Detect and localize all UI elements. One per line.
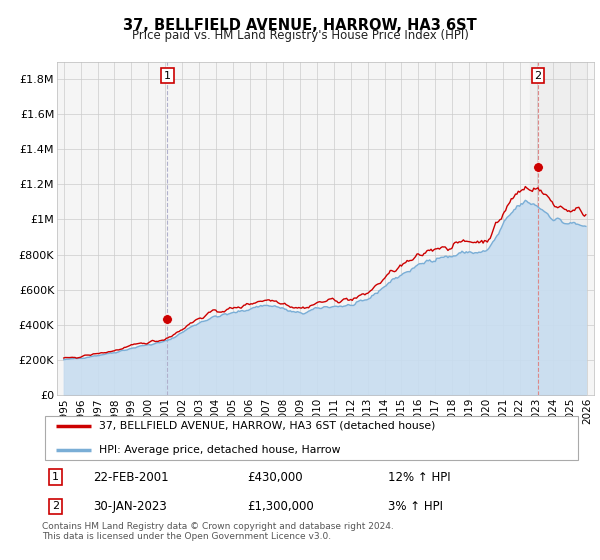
FancyBboxPatch shape — [45, 416, 578, 460]
Text: 30-JAN-2023: 30-JAN-2023 — [94, 500, 167, 513]
Text: Contains HM Land Registry data © Crown copyright and database right 2024.
This d: Contains HM Land Registry data © Crown c… — [42, 522, 394, 542]
Text: 1: 1 — [164, 71, 171, 81]
Text: £1,300,000: £1,300,000 — [247, 500, 314, 513]
Text: 12% ↑ HPI: 12% ↑ HPI — [388, 470, 450, 483]
Text: Price paid vs. HM Land Registry's House Price Index (HPI): Price paid vs. HM Land Registry's House … — [131, 29, 469, 41]
Text: 22-FEB-2001: 22-FEB-2001 — [94, 470, 169, 483]
Text: 2: 2 — [535, 71, 541, 81]
Text: HPI: Average price, detached house, Harrow: HPI: Average price, detached house, Harr… — [98, 445, 340, 455]
Text: 37, BELLFIELD AVENUE, HARROW, HA3 6ST: 37, BELLFIELD AVENUE, HARROW, HA3 6ST — [123, 18, 477, 33]
Text: 2: 2 — [52, 501, 59, 511]
Text: 3% ↑ HPI: 3% ↑ HPI — [388, 500, 443, 513]
Text: £430,000: £430,000 — [247, 470, 303, 483]
Text: 37, BELLFIELD AVENUE, HARROW, HA3 6ST (detached house): 37, BELLFIELD AVENUE, HARROW, HA3 6ST (d… — [98, 421, 435, 431]
Text: 1: 1 — [52, 472, 59, 482]
